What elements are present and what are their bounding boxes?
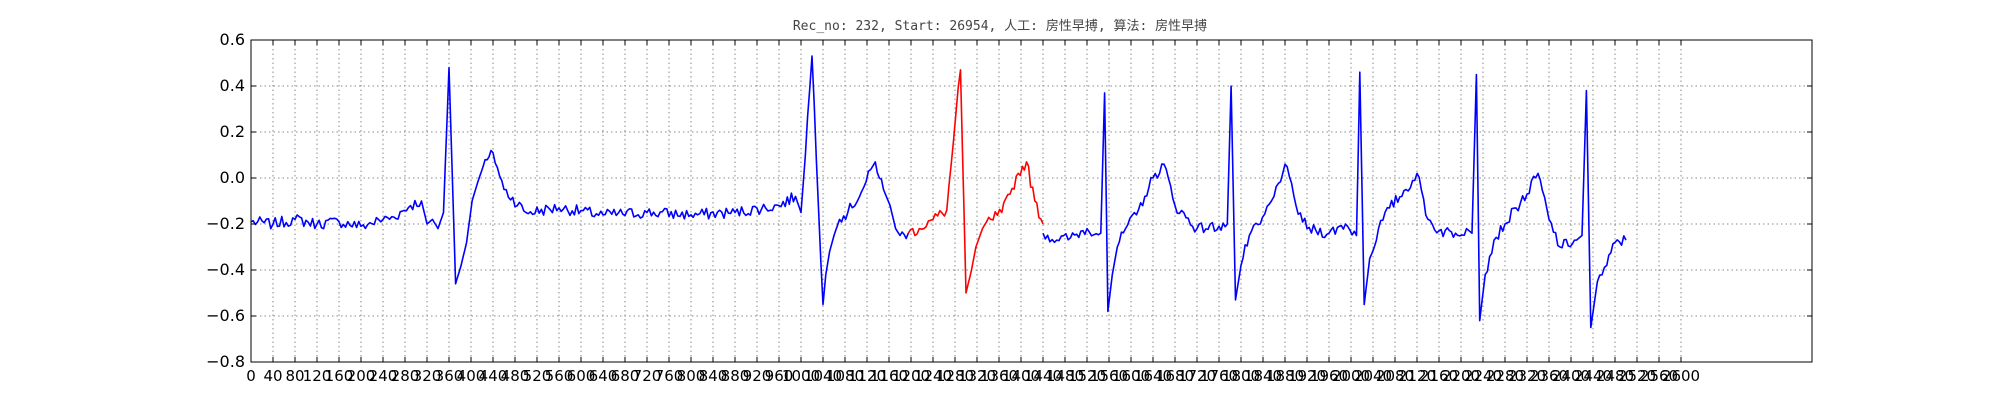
x-tick-label: 2080	[1376, 367, 1414, 385]
ecg-series-3	[1042, 71, 1627, 329]
x-tick-label: 120	[303, 367, 332, 385]
x-tick-label: 1200	[892, 367, 930, 385]
x-tick-label: 320	[413, 367, 442, 385]
x-tick-label: 240	[369, 367, 398, 385]
x-tick-label: 560	[545, 367, 574, 385]
x-tick-label: 2360	[1530, 367, 1568, 385]
x-tick-label: 720	[633, 367, 662, 385]
y-tick-label: 0.0	[220, 168, 245, 187]
x-tick-label: 1600	[1112, 367, 1150, 385]
x-tick-label: 1160	[870, 367, 908, 385]
y-axis: −0.8 −0.6 −0.4 −0.2 0.0 0.2 0.4 0.6	[206, 30, 1812, 371]
x-tick-label: 0	[246, 367, 256, 385]
ecg-series-1	[250, 55, 910, 306]
x-tick-label: 160	[325, 367, 354, 385]
x-tick-label: 680	[611, 367, 640, 385]
x-tick-label: 1280	[936, 367, 974, 385]
x-tick-label: 2480	[1596, 367, 1634, 385]
x-tick-label: 880	[721, 367, 750, 385]
y-tick-label: −0.4	[206, 260, 245, 279]
x-tick-label: 920	[743, 367, 772, 385]
x-tick-label: 1520	[1068, 367, 1106, 385]
x-tick-label: 640	[589, 367, 618, 385]
y-tick-label: 0.6	[220, 30, 245, 49]
x-tick-label: 1760	[1200, 367, 1238, 385]
x-tick-label: 2000	[1332, 367, 1370, 385]
y-tick-label: −0.8	[206, 352, 245, 371]
plot-frame	[250, 39, 1813, 363]
x-tick-label: 2160	[1420, 367, 1458, 385]
x-tick-label: 1960	[1310, 367, 1348, 385]
x-tick-label: 800	[677, 367, 706, 385]
x-tick-label: 2400	[1552, 367, 1590, 385]
series-layer	[250, 55, 1627, 329]
x-tick-label: 1000	[782, 367, 820, 385]
x-tick-label: 1720	[1178, 367, 1216, 385]
x-tick-label: 1560	[1090, 367, 1128, 385]
ecg-series-2	[907, 69, 1044, 294]
x-tick-label: 840	[699, 367, 728, 385]
x-tick-label: 1400	[1002, 367, 1040, 385]
x-tick-label: 40	[263, 367, 282, 385]
x-tick-label: 1360	[980, 367, 1018, 385]
x-tick-label: 1040	[804, 367, 842, 385]
x-tick-label: 1680	[1156, 367, 1194, 385]
x-tick-label: 760	[655, 367, 684, 385]
y-tick-label: 0.2	[220, 122, 245, 141]
x-tick-label: 1840	[1244, 367, 1282, 385]
grid-lines	[251, 40, 1812, 362]
x-tick-label: 600	[567, 367, 596, 385]
x-tick-label: 280	[391, 367, 420, 385]
x-tick-label: 1640	[1134, 367, 1172, 385]
x-tick-label: 480	[501, 367, 530, 385]
x-tick-label: 1480	[1046, 367, 1084, 385]
x-tick-label: 400	[457, 367, 486, 385]
x-tick-label: 2240	[1464, 367, 1502, 385]
x-tick-label: 200	[347, 367, 376, 385]
x-tick-label: 2440	[1574, 367, 1612, 385]
x-tick-label: 1240	[914, 367, 952, 385]
x-tick-label: 2520	[1618, 367, 1656, 385]
x-tick-label: 1800	[1222, 367, 1260, 385]
x-tick-label: 1440	[1024, 367, 1062, 385]
x-tick-label: 2320	[1508, 367, 1546, 385]
x-axis: 0 40 8012016020024028032036040044048052056…	[246, 40, 1700, 385]
chart-title: Rec_no: 232, Start: 26954, 人工: 房性早搏, 算法:…	[793, 18, 1207, 34]
x-tick-label: 960	[765, 367, 794, 385]
y-tick-label: 0.4	[220, 76, 245, 95]
x-tick-label: 2560	[1640, 367, 1678, 385]
x-tick-label: 2600	[1662, 367, 1700, 385]
x-tick-label: 520	[523, 367, 552, 385]
x-tick-label: 1320	[958, 367, 996, 385]
x-tick-label: 2280	[1486, 367, 1524, 385]
x-tick-label: 2120	[1398, 367, 1436, 385]
x-tick-label: 1080	[826, 367, 864, 385]
x-tick-label: 1920	[1288, 367, 1326, 385]
x-tick-label: 360	[435, 367, 464, 385]
y-tick-label: −0.2	[206, 214, 245, 233]
x-tick-label: 440	[479, 367, 508, 385]
x-tick-label: 1120	[848, 367, 886, 385]
x-tick-label: 1880	[1266, 367, 1304, 385]
x-tick-label: 2040	[1354, 367, 1392, 385]
x-tick-label: 2200	[1442, 367, 1480, 385]
y-tick-label: −0.6	[206, 306, 245, 325]
x-tick-label: 80	[285, 367, 304, 385]
